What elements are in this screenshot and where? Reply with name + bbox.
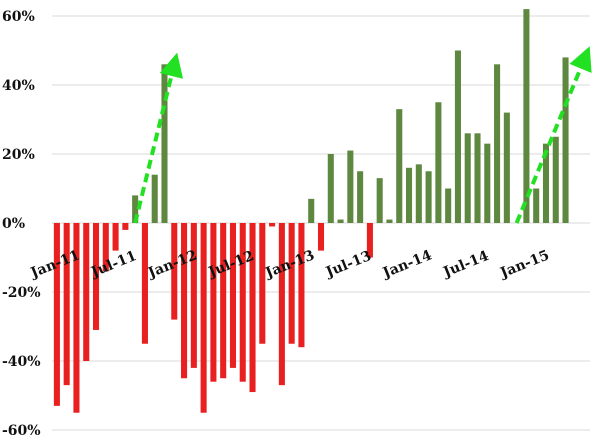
bar-apr-15 bbox=[552, 136, 559, 223]
bar-nov-13 bbox=[386, 219, 393, 223]
bar-jan-11 bbox=[53, 223, 60, 406]
bars bbox=[53, 9, 569, 413]
bar-may-15 bbox=[562, 57, 569, 224]
y-tick-label: -20% bbox=[2, 285, 41, 301]
bar-apr-11 bbox=[83, 223, 90, 361]
bar-mar-11 bbox=[73, 223, 80, 413]
bar-mar-15 bbox=[542, 143, 550, 223]
bar-may-13 bbox=[327, 154, 334, 223]
bar-jun-14 bbox=[454, 50, 461, 223]
bar-jun-12 bbox=[220, 223, 227, 379]
x-tick-label: Jul-13 bbox=[322, 248, 374, 281]
bar-feb-15 bbox=[533, 188, 540, 223]
y-tick-label: 0% bbox=[2, 216, 25, 232]
bar-oct-12 bbox=[259, 223, 266, 344]
bar-sep-14 bbox=[484, 143, 491, 223]
bar-jan-14 bbox=[406, 167, 413, 223]
bar-aug-14 bbox=[474, 133, 481, 223]
bar-apr-12 bbox=[200, 223, 207, 413]
bar-jul-11 bbox=[112, 223, 119, 251]
bar-jan-12 bbox=[171, 223, 178, 320]
bar-nov-12 bbox=[269, 223, 276, 227]
bar-nov-11 bbox=[151, 174, 158, 223]
bar-oct-13 bbox=[376, 178, 383, 223]
bar-dec-13 bbox=[396, 109, 403, 223]
bar-mar-12 bbox=[190, 223, 197, 368]
bar-feb-13 bbox=[298, 223, 305, 348]
bar-jul-12 bbox=[229, 223, 236, 368]
bar-mar-13 bbox=[308, 198, 315, 223]
bar-feb-11 bbox=[63, 223, 70, 386]
bar-mar-14 bbox=[425, 171, 432, 223]
bar-sep-13 bbox=[366, 223, 373, 258]
bar-aug-13 bbox=[357, 171, 364, 223]
bar-jun-13 bbox=[337, 219, 344, 223]
bar-jul-13 bbox=[347, 150, 354, 223]
y-axis-tick-labels: 60% 40% 20% 0% -20% -40% -60% bbox=[2, 9, 41, 439]
trend-arrow bbox=[514, 46, 592, 224]
bar-jan-15 bbox=[523, 9, 530, 223]
bar-feb-12 bbox=[181, 223, 188, 379]
x-tick-label: Jul-14 bbox=[439, 248, 491, 281]
bar-may-11 bbox=[92, 223, 100, 330]
y-tick-label: -40% bbox=[2, 354, 41, 370]
y-tick-label: 20% bbox=[2, 147, 35, 163]
y-tick-label: 40% bbox=[2, 78, 35, 94]
x-tick-label: Jan-14 bbox=[379, 247, 435, 282]
bar-jan-13 bbox=[288, 223, 295, 344]
bar-nov-14 bbox=[503, 112, 510, 223]
gridlines bbox=[52, 15, 590, 431]
bar-aug-12 bbox=[239, 223, 246, 382]
bar-dec-12 bbox=[278, 223, 285, 386]
bar-may-14 bbox=[445, 188, 452, 223]
bar-may-12 bbox=[210, 223, 217, 382]
bar-feb-14 bbox=[415, 164, 422, 223]
bar-oct-11 bbox=[141, 223, 148, 344]
bar-jul-14 bbox=[464, 133, 471, 223]
bar-sep-12 bbox=[249, 223, 256, 393]
y-tick-label: 60% bbox=[2, 9, 35, 25]
bar-dec-11 bbox=[161, 64, 168, 223]
bar-apr-14 bbox=[435, 102, 442, 223]
bar-aug-11 bbox=[122, 223, 129, 230]
bar-oct-14 bbox=[494, 64, 501, 223]
bar-sep-11 bbox=[132, 195, 139, 223]
bar-jun-11 bbox=[102, 223, 109, 272]
trend-arrows bbox=[133, 46, 592, 224]
x-tick-label: Jan-15 bbox=[496, 247, 551, 282]
y-tick-label: -60% bbox=[2, 423, 41, 439]
bar-apr-13 bbox=[317, 223, 325, 251]
